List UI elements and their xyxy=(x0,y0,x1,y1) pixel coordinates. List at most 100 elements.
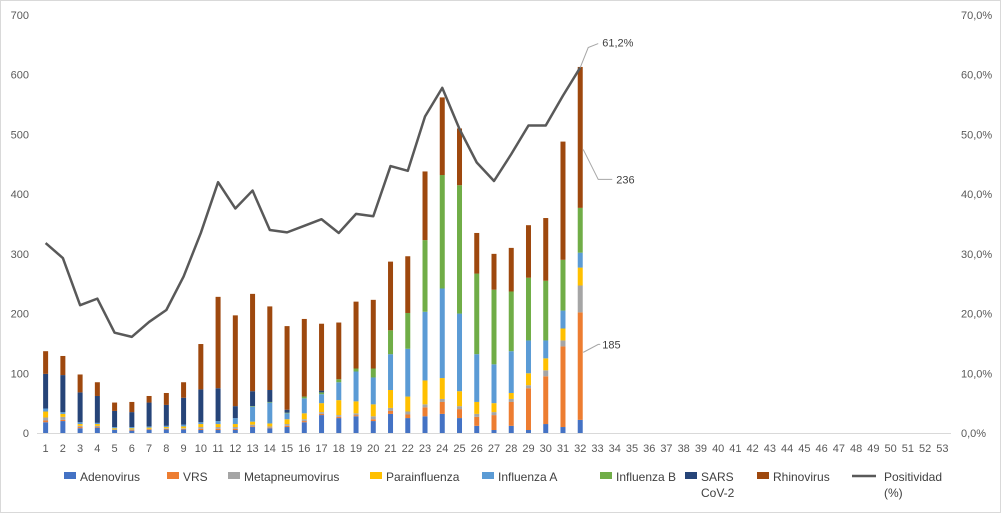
y-tick-label: 100 xyxy=(11,368,29,380)
bar-segment xyxy=(301,422,307,433)
bar-segment xyxy=(474,354,480,402)
bar-segment xyxy=(491,430,497,433)
bar-segment xyxy=(560,340,566,347)
bar-segment xyxy=(215,430,221,433)
bar-segment xyxy=(77,424,83,426)
bar-segment xyxy=(112,402,118,411)
x-tick-label: 47 xyxy=(833,443,845,455)
bar-segment xyxy=(267,390,273,402)
bar-segment xyxy=(353,415,359,417)
bar-segment xyxy=(163,392,169,405)
bar-segment xyxy=(319,413,325,416)
bar-segment xyxy=(43,420,49,423)
x-tick-label: 3 xyxy=(77,443,83,455)
bar-segment xyxy=(284,427,290,433)
bar-segment xyxy=(491,364,497,404)
bar-segment xyxy=(577,252,583,268)
bar-segment xyxy=(43,408,49,412)
bar-segment xyxy=(146,395,152,403)
bar-segment xyxy=(336,382,342,401)
bar-segment xyxy=(525,430,531,433)
bar-segment xyxy=(422,380,428,405)
bar-segment xyxy=(232,424,238,428)
bar-segment xyxy=(232,418,238,425)
x-tick-label: 4 xyxy=(94,443,100,455)
bar-segment xyxy=(560,259,566,311)
x-tick-label: 45 xyxy=(798,443,810,455)
bar-segment xyxy=(215,424,221,428)
y-tick-label: 700 xyxy=(11,10,29,22)
bar-segment xyxy=(284,419,290,425)
bar-segment xyxy=(284,425,290,428)
bar-segment xyxy=(508,398,514,402)
bar-segment xyxy=(60,419,66,422)
bar-segment xyxy=(198,428,204,431)
bar-segment xyxy=(439,398,445,402)
x-tick-label: 19 xyxy=(350,443,362,455)
bar-segment xyxy=(422,404,428,408)
bar-segment xyxy=(60,355,66,376)
bar-segment xyxy=(94,427,100,428)
bar-segment xyxy=(388,354,394,391)
x-tick-label: 5 xyxy=(112,443,118,455)
bar-segment xyxy=(543,218,549,281)
bar-segment xyxy=(250,391,256,407)
bar-segment xyxy=(439,97,445,176)
bar-segment xyxy=(474,425,480,433)
bar-segment xyxy=(146,429,152,431)
bar-segment xyxy=(388,407,394,411)
annotation-label: 61,2% xyxy=(602,38,633,50)
bar-segment xyxy=(336,322,342,380)
x-tick-label: 39 xyxy=(695,443,707,455)
legend-label: Positividad (%) xyxy=(884,470,942,500)
y2-tick-label: 30,0% xyxy=(961,249,992,261)
x-tick-label: 30 xyxy=(540,443,552,455)
x-tick-label: 6 xyxy=(129,443,135,455)
bar-segment xyxy=(77,427,83,429)
bar-segment xyxy=(267,306,273,391)
bar-segment xyxy=(301,421,307,423)
bar-segment xyxy=(267,427,273,429)
bar-segment xyxy=(543,376,549,425)
bar-segment xyxy=(60,416,66,420)
legend-label: Adenovirus xyxy=(80,470,140,484)
bar-segment xyxy=(474,413,480,417)
bar-segment xyxy=(181,428,187,429)
bar-segment xyxy=(319,392,325,395)
x-tick-label: 44 xyxy=(781,443,793,455)
bar-segment xyxy=(370,368,376,378)
x-tick-label: 11 xyxy=(212,443,223,455)
bar-segment xyxy=(267,423,273,427)
y2-tick-label: 0,0% xyxy=(961,428,986,440)
legend-swatch xyxy=(685,472,697,479)
bar-segment xyxy=(422,416,428,433)
bar-segment xyxy=(94,395,100,423)
bar-segment xyxy=(267,402,273,424)
bar-segment xyxy=(250,421,256,425)
bar-segment xyxy=(508,291,514,352)
legend-swatch xyxy=(482,472,494,479)
bar-segment xyxy=(525,225,531,278)
bar-segment xyxy=(60,421,66,433)
x-tick-label: 28 xyxy=(505,443,517,455)
x-tick-label: 52 xyxy=(919,443,931,455)
y2-tick-label: 40,0% xyxy=(961,189,992,201)
bar-segment xyxy=(250,427,256,433)
bar-segment xyxy=(60,413,66,417)
x-tick-label: 32 xyxy=(574,443,586,455)
legend-swatch xyxy=(64,472,76,479)
bar-segment xyxy=(129,430,135,431)
bar-segment xyxy=(94,382,100,396)
legend-swatch xyxy=(167,472,179,479)
bar-segment xyxy=(232,406,238,419)
x-tick-label: 50 xyxy=(885,443,897,455)
bar-segment xyxy=(60,412,66,414)
x-tick-label: 14 xyxy=(264,443,276,455)
bar-segment xyxy=(336,415,342,417)
bar-segment xyxy=(129,412,135,428)
bar-segment xyxy=(112,427,118,429)
y-tick-label: 600 xyxy=(11,70,29,82)
positividad-line xyxy=(44,66,582,339)
bar-segment xyxy=(163,428,169,430)
x-tick-label: 36 xyxy=(643,443,655,455)
